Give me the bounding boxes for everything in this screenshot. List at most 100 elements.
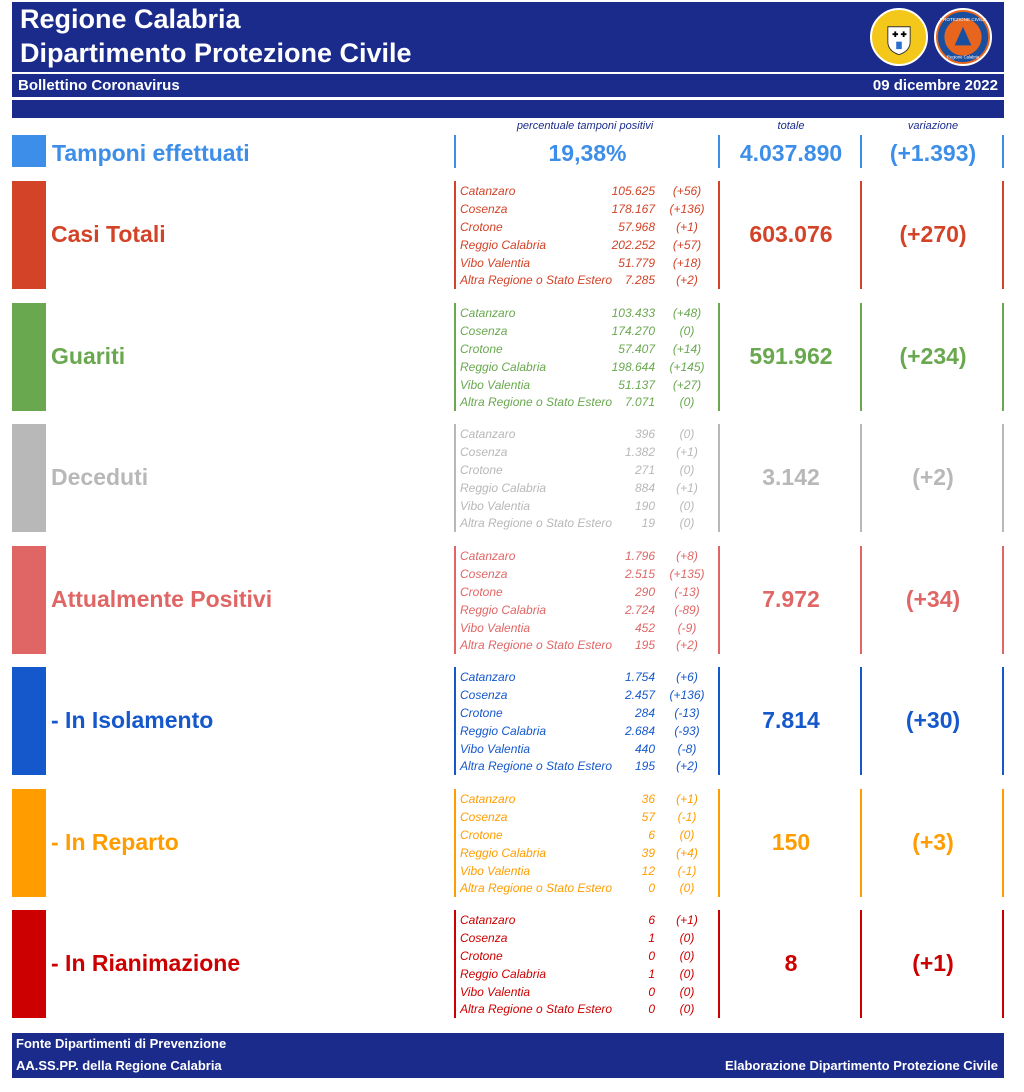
province-value: 884 <box>634 480 655 495</box>
province-row: Catanzaro 6 (+1) <box>460 912 715 930</box>
province-name: Altra Regione o Stato Estero <box>460 638 613 653</box>
province-value: 36 <box>641 792 655 806</box>
province-row: Crotone 6 (0) <box>460 827 715 845</box>
province-delta: (-1) <box>677 863 697 878</box>
province-name: Cosenza <box>460 687 508 702</box>
province-row: Cosenza 2.515 (+135) <box>460 566 715 584</box>
province-list: Catanzaro 1.796 (+8) Cosenza 2.515 (+135) Crot… <box>460 548 715 655</box>
province-delta: (+1) <box>676 792 698 806</box>
section-variation: (+234) <box>899 343 967 369</box>
province-name: Crotone <box>460 219 503 234</box>
province-delta: (-8) <box>677 741 697 756</box>
province-value: 51.779 <box>618 255 655 270</box>
province-row: Reggio Calabria 2.684 (-93) <box>460 723 715 741</box>
column-header-variation: variazione <box>907 120 959 132</box>
province-name: Altra Regione o Stato Estero <box>460 516 613 531</box>
province-row: Reggio Calabria 1 (0) <box>460 966 715 984</box>
tamponi-variation: (+1.393) <box>889 140 977 166</box>
province-delta: (+2) <box>676 638 698 653</box>
section-color-swatch <box>12 789 46 897</box>
section-divider <box>718 546 720 654</box>
province-delta: (-13) <box>674 584 700 599</box>
province-value: 6 <box>648 913 655 927</box>
province-name: Catanzaro <box>460 913 516 927</box>
province-value: 39 <box>641 845 655 860</box>
province-name: Crotone <box>460 341 503 356</box>
province-row: Crotone 271 (0) <box>460 462 715 480</box>
section-variation: (+2) <box>912 464 954 490</box>
province-value: 1 <box>648 966 655 981</box>
province-name: Cosenza <box>460 809 508 824</box>
section-divider <box>1002 789 1004 897</box>
section-divider <box>1002 181 1004 289</box>
province-value: 51.137 <box>618 377 655 392</box>
section-total: 603.076 <box>749 221 833 247</box>
section-divider <box>1002 910 1004 1018</box>
province-name: Reggio Calabria <box>460 966 547 981</box>
section-total: 8 <box>784 950 798 976</box>
section-divider <box>860 910 862 1018</box>
province-name: Crotone <box>460 462 503 477</box>
section-divider <box>860 424 862 532</box>
tamponi-divider <box>860 135 862 168</box>
province-list: Catanzaro 396 (0) Cosenza 1.382 (+1) Crotone 27… <box>460 426 715 533</box>
header-banner: Regione Calabria Dipartimento Protezione… <box>12 2 1004 72</box>
province-delta: (0) <box>679 827 695 842</box>
tamponi-divider <box>718 135 720 168</box>
province-value: 284 <box>634 705 655 720</box>
province-row: Altra Regione o Stato Estero 0 (0) <box>460 1001 715 1019</box>
province-name: Cosenza <box>460 566 508 581</box>
province-delta: (0) <box>679 966 695 981</box>
section-divider <box>860 181 862 289</box>
province-row: Cosenza 2.457 (+136) <box>460 687 715 705</box>
column-header-percent: percentuale tamponi positivi <box>516 120 654 132</box>
province-name: Altra Regione o Stato Estero <box>460 273 613 288</box>
province-name: Crotone <box>460 948 503 963</box>
province-row: Catanzaro 1.754 (+6) <box>460 669 715 687</box>
province-row: Altra Regione o Stato Estero 7.071 (0) <box>460 394 715 412</box>
tamponi-color-swatch <box>12 135 46 167</box>
bulletin-bar: Bollettino Coronavirus 09 dicembre 2022 <box>12 74 1004 97</box>
province-row: Cosenza 174.270 (0) <box>460 323 715 341</box>
province-value: 452 <box>634 620 655 635</box>
province-row: Vibo Valentia 51.779 (+18) <box>460 255 715 273</box>
province-row: Altra Regione o Stato Estero 7.285 (+2) <box>460 272 715 290</box>
province-name: Vibo Valentia <box>460 984 531 999</box>
province-delta: (0) <box>679 516 695 531</box>
section-divider <box>454 789 456 897</box>
section-divider <box>718 181 720 289</box>
province-row: Vibo Valentia 51.137 (+27) <box>460 377 715 395</box>
province-delta: (0) <box>679 498 695 513</box>
section-variation: (+34) <box>905 586 961 612</box>
province-delta: (+1) <box>676 480 698 495</box>
province-row: Altra Regione o Stato Estero 0 (0) <box>460 880 715 898</box>
section-divider <box>454 546 456 654</box>
province-row: Catanzaro 396 (0) <box>460 426 715 444</box>
section-color-swatch <box>12 667 46 775</box>
section-variation: (+3) <box>912 829 954 855</box>
province-name: Cosenza <box>460 930 508 945</box>
province-value: 290 <box>634 584 655 599</box>
province-row: Reggio Calabria 2.724 (-89) <box>460 602 715 620</box>
province-value: 396 <box>634 427 655 441</box>
province-row: Crotone 57.968 (+1) <box>460 219 715 237</box>
divider-bar <box>12 100 1004 118</box>
province-value: 198.644 <box>611 359 655 374</box>
province-list: Catanzaro 105.625 (+56) Cosenza 178.167 (+136… <box>460 183 715 290</box>
province-value: 190 <box>634 498 655 513</box>
province-row: Vibo Valentia 190 (0) <box>460 498 715 516</box>
section-divider <box>454 910 456 1018</box>
header-title-department: Dipartimento Protezione Civile <box>20 38 412 68</box>
section-divider <box>1002 546 1004 654</box>
province-row: Crotone 57.407 (+14) <box>460 341 715 359</box>
province-row: Cosenza 1 (0) <box>460 930 715 948</box>
province-name: Reggio Calabria <box>460 723 547 738</box>
province-delta: (+56) <box>672 184 702 198</box>
province-name: Catanzaro <box>460 670 516 684</box>
province-name: Crotone <box>460 705 503 720</box>
province-row: Crotone 0 (0) <box>460 948 715 966</box>
province-list: Catanzaro 36 (+1) Cosenza 57 (-1) Crotone 6 (0) R… <box>460 791 715 898</box>
province-name: Altra Regione o Stato Estero <box>460 1002 613 1017</box>
province-name: Catanzaro <box>460 184 516 198</box>
province-row: Cosenza 1.382 (+1) <box>460 444 715 462</box>
